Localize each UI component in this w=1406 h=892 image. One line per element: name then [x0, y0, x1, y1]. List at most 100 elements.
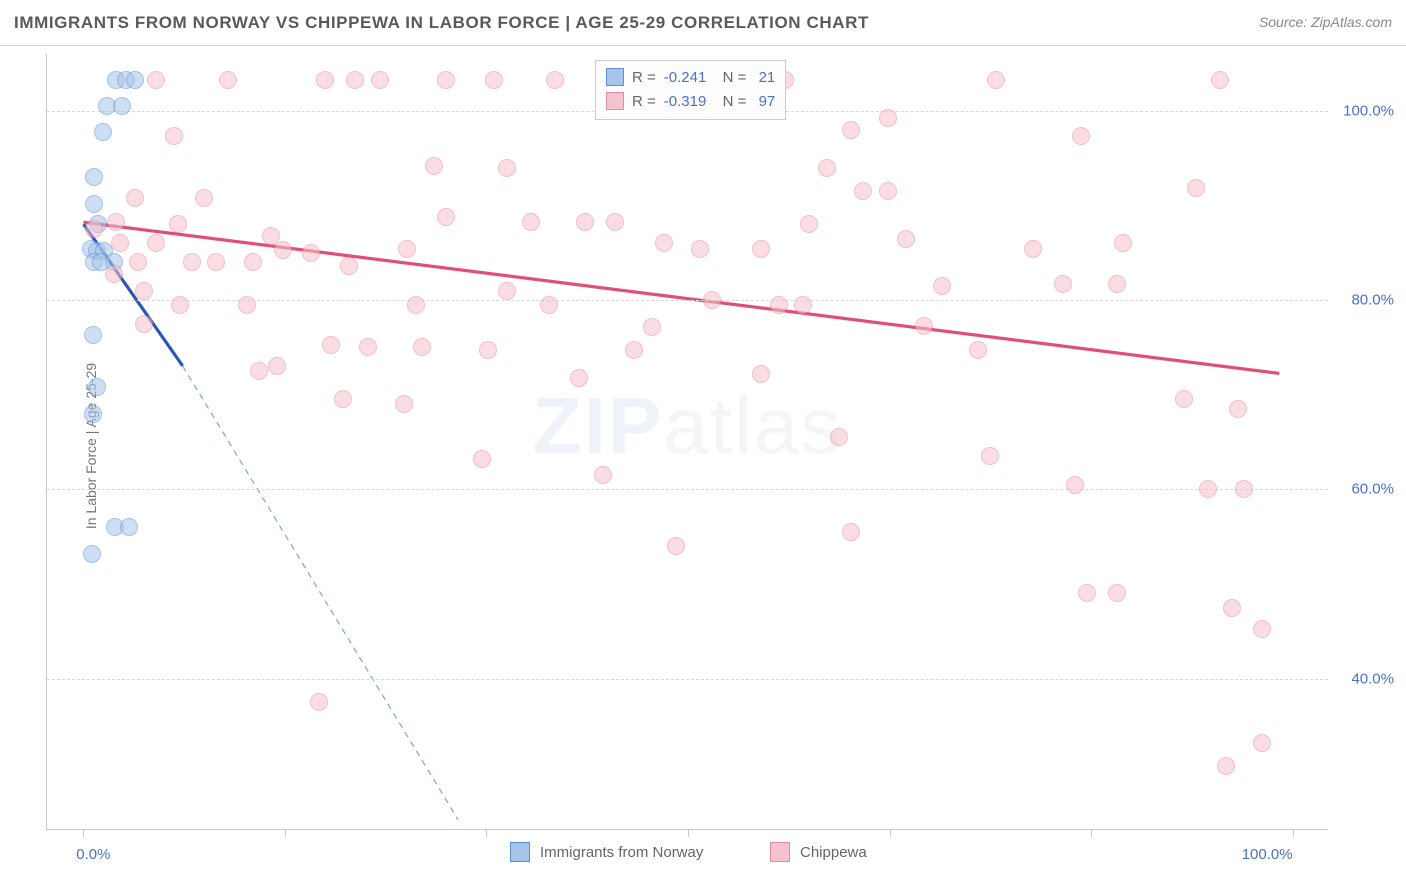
data-point	[1108, 584, 1126, 602]
data-point	[770, 296, 788, 314]
x-tick-label: 0.0%	[76, 846, 110, 863]
y-tick-label: 40.0%	[1334, 670, 1394, 687]
data-point	[498, 282, 516, 300]
data-point	[129, 253, 147, 271]
data-point	[126, 71, 144, 89]
data-point	[1187, 179, 1205, 197]
x-tick	[688, 829, 689, 837]
legend-n-label: N =	[714, 93, 746, 110]
data-point	[165, 127, 183, 145]
data-point	[1217, 757, 1235, 775]
data-point	[88, 378, 106, 396]
data-point	[346, 71, 364, 89]
series-name: Immigrants from Norway	[540, 844, 703, 861]
data-point	[897, 230, 915, 248]
data-point	[1072, 127, 1090, 145]
gridline	[47, 679, 1328, 680]
data-point	[83, 545, 101, 563]
data-point	[854, 182, 872, 200]
plot-area: ZIPatlas 40.0%60.0%80.0%100.0%R = -0.241…	[46, 54, 1328, 830]
y-tick-label: 100.0%	[1334, 102, 1394, 119]
data-point	[334, 390, 352, 408]
legend-swatch	[770, 842, 790, 862]
data-point	[105, 265, 123, 283]
data-point	[1078, 584, 1096, 602]
data-point	[395, 395, 413, 413]
data-point	[85, 220, 103, 238]
data-point	[120, 518, 138, 536]
data-point	[1199, 480, 1217, 498]
data-point	[752, 365, 770, 383]
y-tick-label: 80.0%	[1334, 292, 1394, 309]
data-point	[183, 253, 201, 271]
data-point	[842, 523, 860, 541]
data-point	[437, 71, 455, 89]
data-point	[135, 282, 153, 300]
data-point	[398, 240, 416, 258]
data-point	[479, 341, 497, 359]
data-point	[94, 123, 112, 141]
data-point	[85, 195, 103, 213]
data-point	[310, 693, 328, 711]
watermark-atlas: atlas	[663, 381, 842, 470]
data-point	[147, 234, 165, 252]
source-name: ZipAtlas.com	[1311, 14, 1392, 30]
legend-r-label: R =	[632, 69, 656, 86]
data-point	[818, 159, 836, 177]
series-legend-item: Chippewa	[770, 842, 867, 862]
data-point	[667, 537, 685, 555]
correlation-legend: R = -0.241 N = 21R = -0.319 N = 97	[595, 60, 786, 120]
data-point	[1066, 476, 1084, 494]
data-point	[169, 215, 187, 233]
x-tick	[285, 829, 286, 837]
data-point	[1054, 275, 1072, 293]
x-tick	[890, 829, 891, 837]
data-point	[135, 315, 153, 333]
legend-n-value: 21	[754, 69, 775, 86]
data-point	[570, 369, 588, 387]
data-point	[268, 357, 286, 375]
data-point	[238, 296, 256, 314]
data-point	[340, 257, 358, 275]
watermark-zip: ZIP	[533, 381, 663, 470]
data-point	[594, 466, 612, 484]
data-point	[625, 341, 643, 359]
data-point	[111, 234, 129, 252]
data-point	[171, 296, 189, 314]
data-point	[437, 208, 455, 226]
data-point	[1175, 390, 1193, 408]
data-point	[274, 241, 292, 259]
data-point	[207, 253, 225, 271]
data-point	[244, 253, 262, 271]
legend-swatch	[510, 842, 530, 862]
x-tick	[1091, 829, 1092, 837]
data-point	[219, 71, 237, 89]
data-point	[830, 428, 848, 446]
legend-swatch	[606, 92, 624, 110]
data-point	[413, 338, 431, 356]
data-point	[933, 277, 951, 295]
data-point	[250, 362, 268, 380]
legend-n-value: 97	[754, 93, 775, 110]
data-point	[1229, 400, 1247, 418]
data-point	[655, 234, 673, 252]
trend-lines	[47, 54, 1328, 829]
x-tick-label: 100.0%	[1242, 846, 1293, 863]
data-point	[1108, 275, 1126, 293]
data-point	[987, 71, 1005, 89]
data-point	[126, 189, 144, 207]
legend-row: R = -0.319 N = 97	[606, 89, 775, 113]
data-point	[1211, 71, 1229, 89]
x-tick	[83, 829, 84, 837]
data-point	[969, 341, 987, 359]
legend-r-label: R =	[632, 93, 656, 110]
data-point	[371, 71, 389, 89]
data-point	[322, 336, 340, 354]
data-point	[606, 213, 624, 231]
data-point	[643, 318, 661, 336]
data-point	[113, 97, 131, 115]
data-point	[195, 189, 213, 207]
legend-row: R = -0.241 N = 21	[606, 65, 775, 89]
data-point	[800, 215, 818, 233]
data-point	[84, 405, 102, 423]
